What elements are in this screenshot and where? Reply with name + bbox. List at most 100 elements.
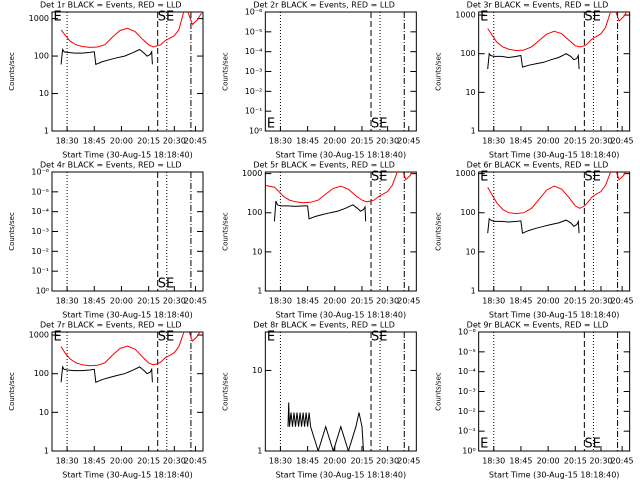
x-tick-label: 18:30 (56, 457, 79, 466)
annotation: E (267, 117, 275, 132)
panel: Det 4r BLACK = Events, RED = LLD Counts/s… (8, 161, 207, 320)
y-tick-label: 10 (39, 89, 49, 98)
annotation: E (480, 437, 488, 452)
y-tick-label: 10⁻² (31, 247, 49, 256)
y-tick-label: 10 (39, 408, 49, 417)
series-line (273, 200, 367, 222)
y-tick-label: 100 (460, 49, 475, 58)
x-tick-label: 20:00 (537, 457, 560, 466)
x-tick-label: 20:30 (376, 297, 399, 306)
x-tick-label: 18:45 (296, 297, 319, 306)
x-axis-label: Start Time (30-Aug-15 18:18:40) (489, 471, 620, 480)
y-tick-label: 10⁻⁵ (458, 347, 476, 356)
x-tick-label: 20:15 (350, 137, 373, 146)
x-tick-label: 20:00 (537, 297, 560, 306)
axes-frame (264, 171, 417, 292)
x-tick-label: 18:30 (269, 297, 292, 306)
series-line (60, 12, 202, 48)
panel-title: Det 8r BLACK = Events, RED = LLD (253, 321, 395, 330)
series-line (487, 217, 580, 234)
panel-title: Det 6r BLACK = Events, RED = LLD (467, 161, 609, 170)
y-tick-label: 10⁻³ (458, 387, 476, 396)
x-tick-label: 18:45 (509, 297, 532, 306)
axes-frame (51, 11, 204, 132)
x-tick-label: 20:15 (564, 457, 587, 466)
y-tick-label: 100 (247, 208, 262, 217)
x-tick-label: 18:45 (509, 457, 532, 466)
series-line (60, 332, 201, 367)
x-tick-label: 20:30 (376, 137, 399, 146)
x-axis-label: Start Time (30-Aug-15 18:18:40) (489, 151, 620, 160)
x-tick-label: 18:30 (482, 137, 505, 146)
x-tick-label: 20:45 (184, 457, 207, 466)
annotation: E (480, 10, 488, 25)
axes-frame (51, 171, 204, 292)
y-tick-label: 10⁻³ (245, 67, 263, 76)
panel-title: Det 9r BLACK = Events, RED = LLD (467, 321, 609, 330)
panel: Det 6r BLACK = Events, RED = LLD Counts/s… (435, 161, 634, 320)
y-tick-label: 1000 (455, 11, 475, 20)
panel: Det 2r BLACK = Events, RED = LLD Counts/s… (221, 1, 420, 160)
annotation: E (480, 170, 488, 185)
y-axis-label: Counts/sec (8, 372, 16, 411)
y-axis-label: Counts/sec (435, 212, 443, 251)
panel-title: Det 3r BLACK = Events, RED = LLD (467, 1, 609, 10)
panel-title: Det 7r BLACK = Events, RED = LLD (40, 321, 182, 330)
y-tick-label: 10⁻³ (31, 227, 49, 236)
y-tick-label: 10⁻⁴ (31, 207, 49, 216)
y-axis-label: Counts/sec (221, 372, 229, 411)
y-tick-label: 1 (44, 127, 49, 136)
y-tick-label: 10⁻⁶ (458, 328, 476, 337)
y-tick-label: 100 (460, 208, 475, 217)
y-tick-label: 1000 (29, 331, 49, 340)
panel: Det 5r BLACK = Events, RED = LLD Counts/s… (221, 161, 420, 320)
panel-title: Det 2r BLACK = Events, RED = LLD (253, 1, 395, 10)
annotation: SE (371, 117, 387, 132)
series-line (487, 52, 580, 70)
y-axis-label: Counts/sec (8, 212, 16, 251)
y-tick-label: 10⁻² (245, 87, 263, 96)
y-tick-label: 10⁻⁴ (245, 47, 263, 56)
x-tick-label: 20:15 (137, 297, 160, 306)
x-axis-label: Start Time (30-Aug-15 18:18:40) (62, 311, 193, 320)
annotation: SE (584, 170, 600, 185)
x-axis-label: Start Time (30-Aug-15 18:18:40) (276, 471, 407, 480)
y-axis-label: Counts/sec (221, 212, 229, 251)
annotation: SE (158, 330, 174, 345)
x-tick-label: 20:15 (350, 297, 373, 306)
x-tick-label: 20:45 (611, 297, 634, 306)
y-tick-label: 100 (34, 369, 49, 378)
panel-title: Det 4r BLACK = Events, RED = LLD (40, 161, 182, 170)
y-tick-label: 10 (252, 366, 262, 375)
y-tick-label: 10⁰ (36, 287, 49, 296)
annotation: E (54, 330, 62, 345)
y-tick-label: 1 (257, 287, 262, 296)
axes-frame (264, 331, 417, 452)
x-tick-label: 20:15 (350, 457, 373, 466)
x-axis-label: Start Time (30-Aug-15 18:18:40) (276, 151, 407, 160)
x-axis-label: Start Time (30-Aug-15 18:18:40) (62, 471, 193, 480)
x-tick-label: 20:00 (110, 137, 133, 146)
y-tick-label: 1 (44, 447, 49, 456)
axes-frame (264, 11, 417, 132)
y-tick-label: 10 (252, 247, 262, 256)
axes-frame (51, 331, 204, 452)
x-tick-label: 18:30 (269, 457, 292, 466)
x-tick-label: 20:15 (137, 137, 160, 146)
y-tick-label: 10⁻⁵ (31, 187, 49, 196)
y-tick-label: 10⁻² (458, 407, 476, 416)
annotation: SE (371, 170, 387, 185)
x-tick-label: 18:30 (482, 297, 505, 306)
x-axis-label: Start Time (30-Aug-15 18:18:40) (276, 311, 407, 320)
series-line (487, 172, 627, 215)
x-tick-label: 18:30 (269, 137, 292, 146)
y-tick-label: 1000 (242, 169, 262, 178)
x-tick-label: 18:45 (83, 457, 106, 466)
y-axis-label: Counts/sec (8, 52, 16, 91)
panel: Det 9r BLACK = Events, RED = LLD Counts/s… (435, 321, 634, 480)
x-tick-label: 20:15 (564, 137, 587, 146)
y-tick-label: 10⁰ (249, 127, 262, 136)
series-line (265, 172, 413, 204)
y-tick-label: 10⁻¹ (245, 107, 263, 116)
